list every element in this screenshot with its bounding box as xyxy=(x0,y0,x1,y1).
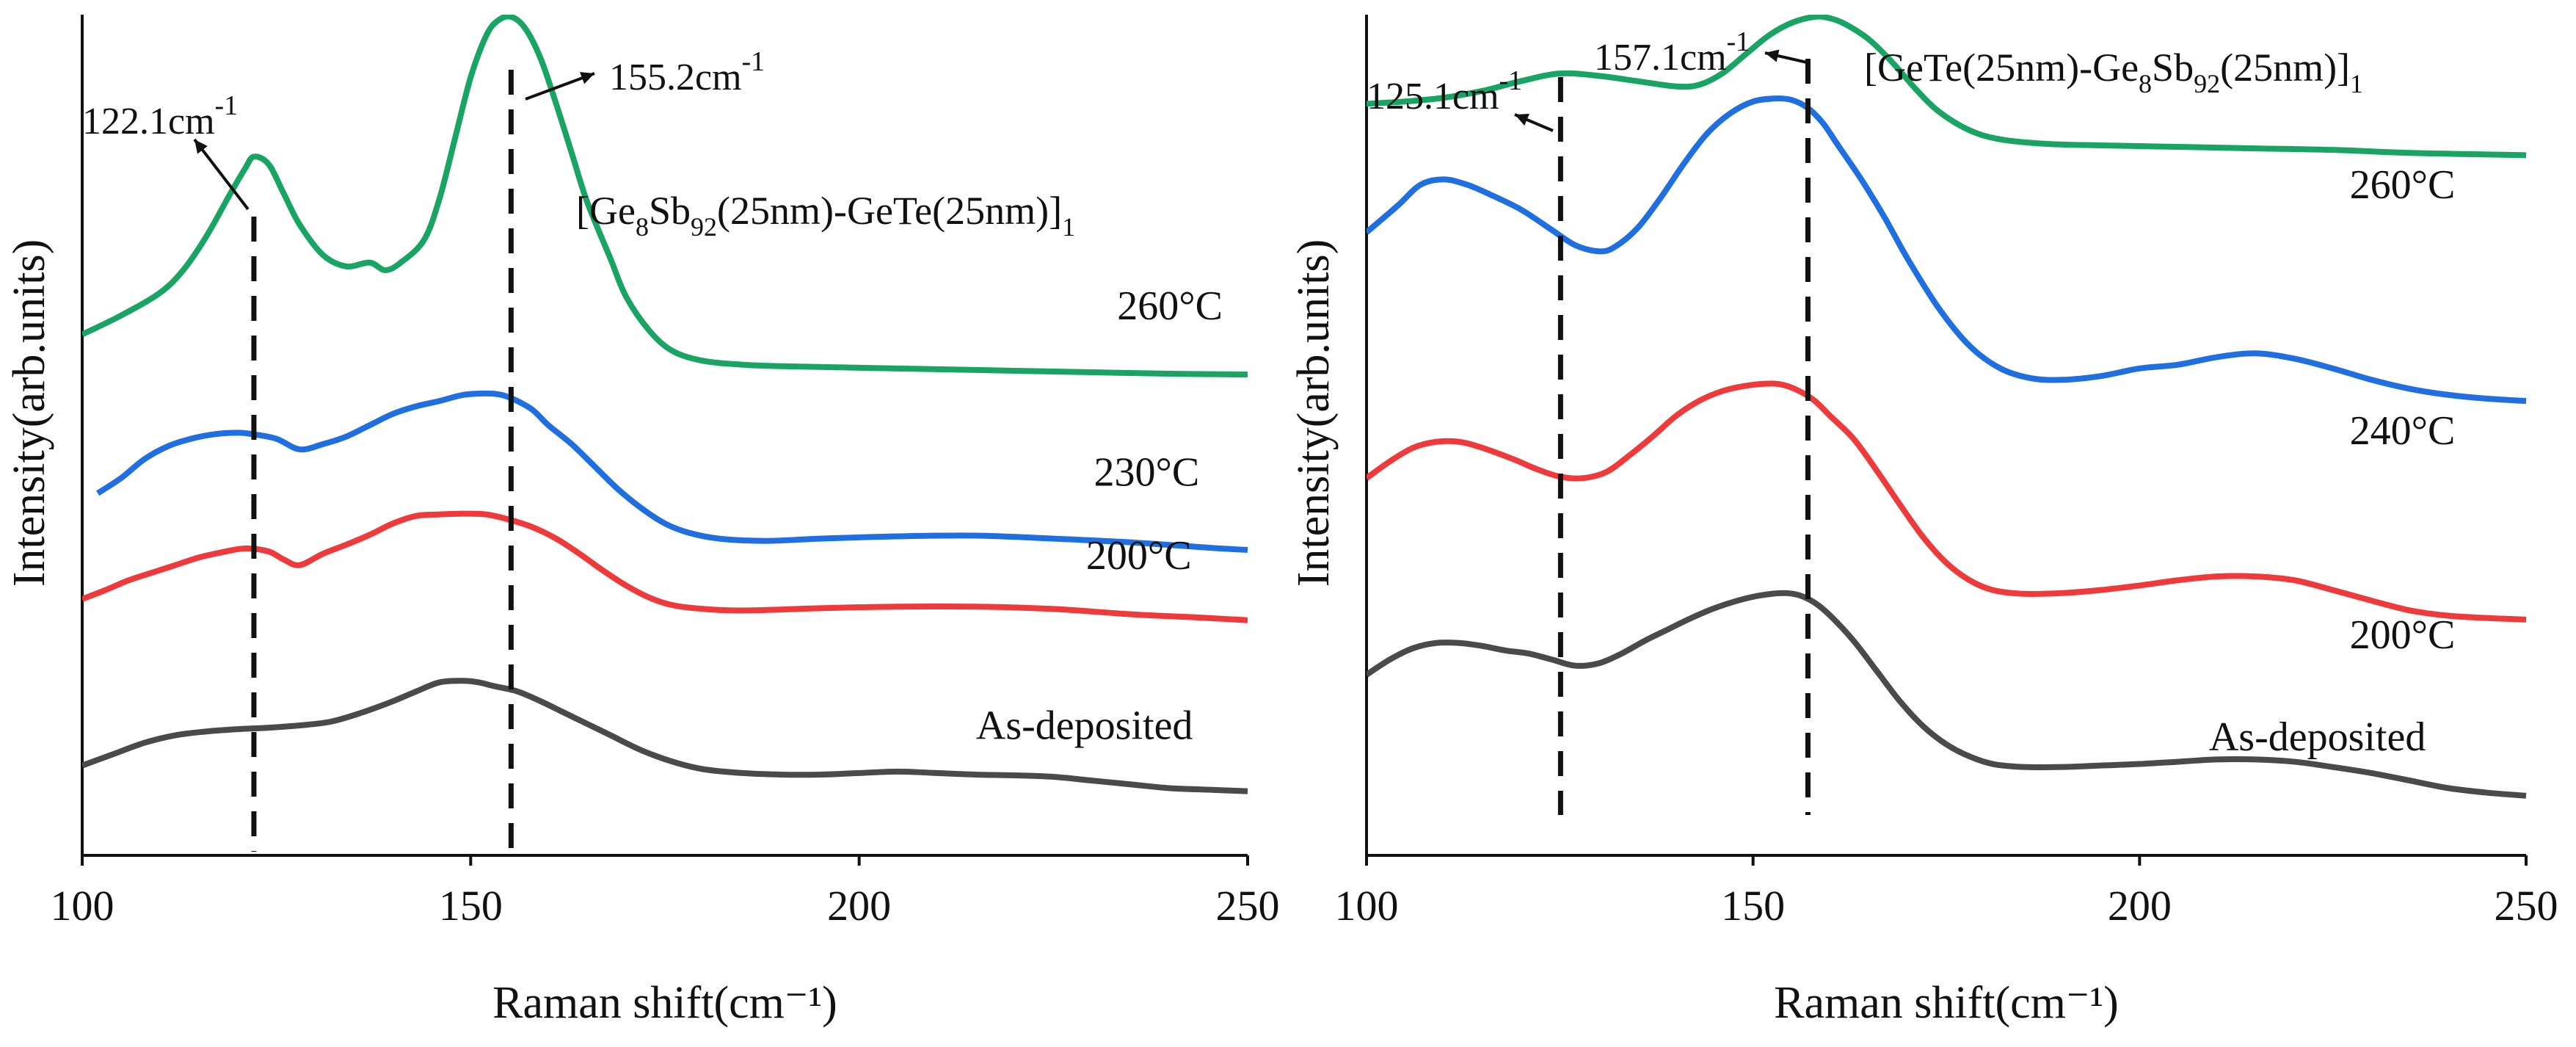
formula-mid1: Sb xyxy=(649,189,691,233)
series-line-0 xyxy=(1367,15,2527,159)
series-label-2: 200°C xyxy=(1086,533,1192,579)
series-label-0: 260°C xyxy=(2350,162,2456,208)
series-line-3 xyxy=(82,678,1248,794)
formula-s3: 1 xyxy=(1062,212,1075,242)
x-axis-title: Raman shift(cm⁻¹) xyxy=(492,978,837,1028)
formula-s1: 8 xyxy=(2139,69,2152,98)
formula-s1: 8 xyxy=(636,212,649,242)
series-label-1: 240°C xyxy=(2350,408,2456,454)
formula-s3: 1 xyxy=(2350,69,2363,98)
series-label-3: As-deposited xyxy=(2209,714,2426,760)
x-tick-label: 150 xyxy=(1721,882,1785,930)
peak-label-exp: -1 xyxy=(1499,65,1523,96)
peak-arrow-head xyxy=(1515,114,1529,126)
series-line-0 xyxy=(82,15,1248,378)
peak-label: 122.1cm-1 xyxy=(82,90,238,142)
x-axis-title: Raman shift(cm⁻¹) xyxy=(1774,978,2119,1028)
formula-s2: 92 xyxy=(2194,69,2220,98)
peak-label: 157.1cm-1 xyxy=(1594,26,1750,79)
series-line-1 xyxy=(1367,95,2527,405)
formula-open: [Ge xyxy=(576,189,636,233)
series-label-3: As-deposited xyxy=(976,703,1193,749)
series-label-1: 230°C xyxy=(1094,450,1199,496)
series-line-3 xyxy=(1367,590,2527,799)
series-line-1 xyxy=(95,390,1248,554)
peak-label-base: 155.2cm xyxy=(609,57,742,98)
peak-label-exp: -1 xyxy=(742,46,765,77)
peak-label-base: 122.1cm xyxy=(82,101,215,142)
formula-mid2: (25nm)] xyxy=(2220,46,2350,90)
series-label-0: 260°C xyxy=(1117,283,1223,329)
peak-arrow-head xyxy=(1765,49,1780,62)
formula-s2: 92 xyxy=(691,212,717,242)
right-raman-chart: 100 150 200 250 Raman shift(cm⁻¹) Intensity(a… xyxy=(1289,15,2558,1028)
formula-annotation: [Ge8Sb92(25nm)-GeTe(25nm)]1 xyxy=(576,189,1075,242)
peak-arrow-head xyxy=(194,140,208,154)
x-tick-label: 200 xyxy=(827,882,891,930)
x-tick-label: 150 xyxy=(439,882,503,930)
x-tick-label: 250 xyxy=(1216,882,1280,930)
x-tick-label: 100 xyxy=(51,882,114,930)
left-raman-chart: 100 150 200 250 Raman shift(cm⁻¹) Intensity(a… xyxy=(4,15,1280,1028)
formula-open: [GeTe(25nm)-Ge xyxy=(1864,46,2139,90)
formula-mid1: Sb xyxy=(2152,46,2194,90)
peak-label-base: 157.1cm xyxy=(1594,37,1727,79)
x-tick-label: 200 xyxy=(2108,882,2172,930)
series-label-2: 200°C xyxy=(2350,612,2456,658)
formula-mid2: (25nm)-GeTe(25nm)] xyxy=(717,189,1062,233)
peak-label: 155.2cm-1 xyxy=(609,46,765,98)
x-tick-label: 250 xyxy=(2495,882,2558,930)
y-axis-title: Intensity(arb.units) xyxy=(1289,239,1339,587)
peak-arrow-line xyxy=(193,138,250,211)
series-line-2 xyxy=(82,510,1248,623)
y-axis-title: Intensity(arb.units) xyxy=(4,239,54,587)
peak-label-exp: -1 xyxy=(215,90,239,121)
x-tick-label: 100 xyxy=(1335,882,1399,930)
peak-label-base: 125.1cm xyxy=(1367,76,1499,117)
peak-arrow-head xyxy=(580,72,594,84)
peak-label-exp: -1 xyxy=(1727,26,1750,57)
peak-label: 125.1cm-1 xyxy=(1367,65,1522,117)
formula-annotation: [GeTe(25nm)-Ge8Sb92(25nm)]1 xyxy=(1864,46,2363,98)
series-line-2 xyxy=(1367,380,2527,623)
